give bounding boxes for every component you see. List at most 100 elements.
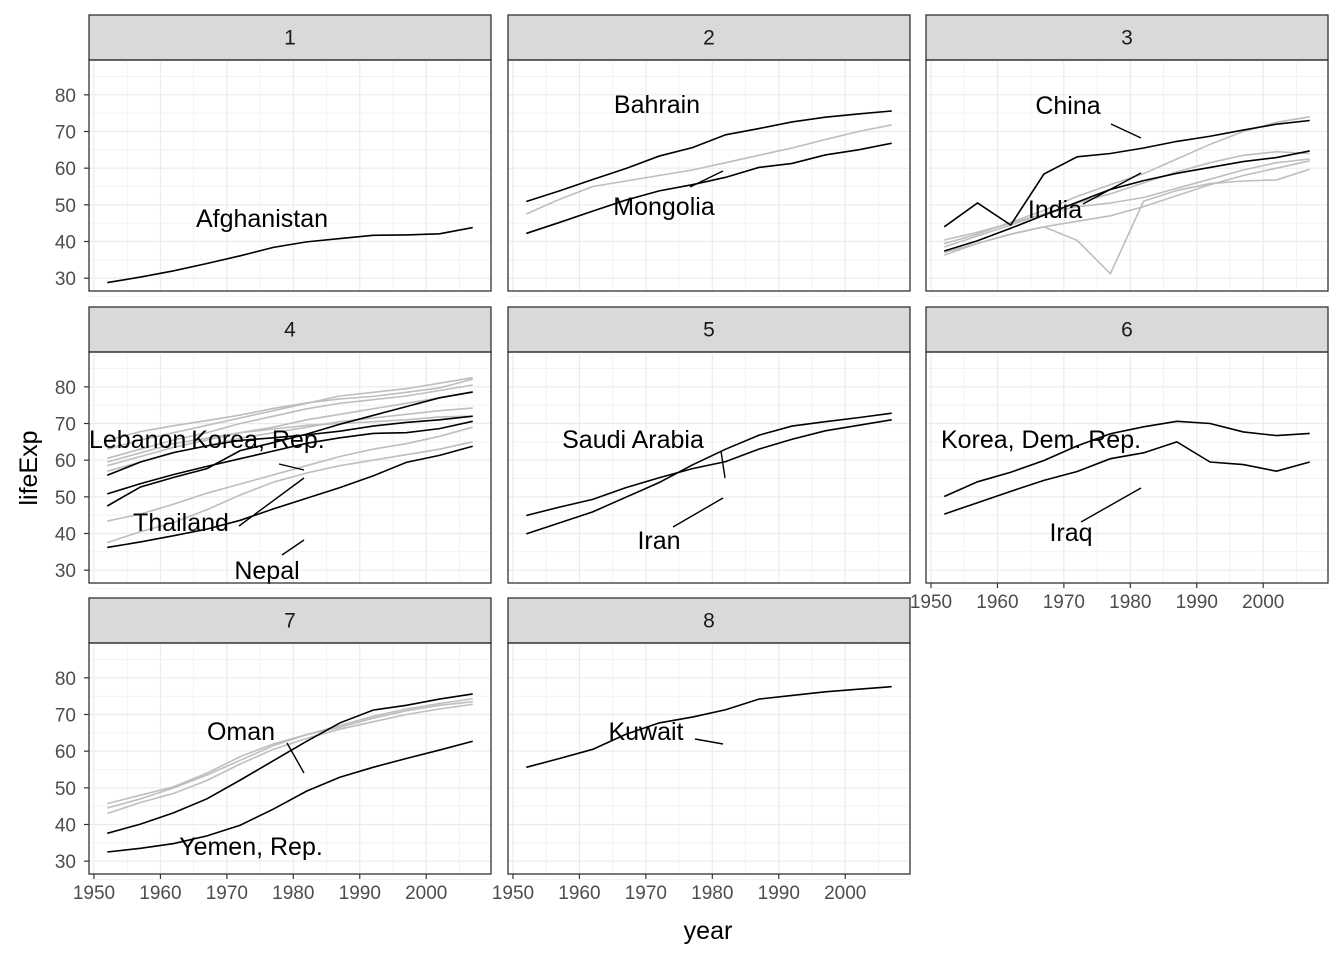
country-label: India [1028, 196, 1082, 224]
strip-background [925, 14, 1329, 61]
series-lines [525, 110, 892, 235]
facet-panel-7: 7 Oman Yemen, Rep. 30 40 50 60 70 80 1950 1960 1970… [55, 597, 492, 904]
facet-strip: 3 [925, 14, 1329, 61]
country-label: Korea, Dem. Rep. [941, 426, 1141, 454]
x-tick-label: 1970 [1043, 592, 1085, 613]
facet-strip: 2 [507, 14, 911, 61]
series-line-highlighted [943, 119, 1310, 228]
series-line-other [107, 441, 473, 544]
grid [926, 352, 1328, 589]
y-tick-label: 30 [55, 852, 76, 873]
country-label: Iran [637, 527, 680, 555]
strip-background [88, 14, 492, 61]
country-label: Iraq [1049, 519, 1092, 547]
x-tick-label: 1990 [758, 883, 800, 904]
country-label: Bahrain [614, 91, 700, 119]
x-tick-label: 1960 [139, 883, 181, 904]
series-line-other [944, 160, 1310, 254]
series-line-highlighted [107, 445, 473, 549]
panel-border [88, 59, 492, 292]
strip-label: 4 [284, 319, 296, 342]
grid [508, 60, 910, 297]
y-tick-label: 80 [55, 378, 76, 399]
facet-strip: 7 [88, 597, 492, 644]
series-line-highlighted [943, 420, 1310, 498]
y-tick-label: 40 [55, 816, 76, 837]
panel-border [925, 59, 1329, 292]
series-line-other [107, 376, 473, 450]
series-lines [107, 226, 473, 284]
y-tick-label: 50 [55, 488, 76, 509]
x-tick-label: 2000 [405, 883, 447, 904]
series-line-other [107, 700, 473, 805]
series-line-highlighted [526, 110, 892, 203]
strip-label: 3 [1121, 27, 1133, 50]
series-line-other [107, 391, 473, 467]
country-label: Kuwait [608, 718, 683, 746]
x-tick-label: 1970 [625, 883, 667, 904]
y-axis: 30 40 50 60 70 80 [55, 86, 89, 290]
y-tick-label: 60 [55, 159, 76, 180]
facet-strip: 6 [925, 306, 1329, 353]
label-leader-line [689, 170, 724, 188]
facet-strip: 5 [507, 306, 911, 353]
series-line-other [107, 703, 473, 815]
panel-border [507, 59, 911, 292]
x-tick-label: 1950 [492, 883, 534, 904]
y-axis: 30 40 50 60 70 80 [55, 669, 89, 873]
y-tick-label: 80 [55, 669, 76, 690]
x-tick-label: 1950 [73, 883, 115, 904]
y-tick-label: 60 [55, 742, 76, 763]
panel-border [88, 642, 492, 875]
y-tick-label: 60 [55, 451, 76, 472]
x-axis: 1950 1960 1970 1980 1990 2000 [910, 583, 1284, 613]
series-line-highlighted [107, 226, 473, 284]
facet-panel-5: 5 Saudi Arabia Iran [507, 306, 911, 589]
series-line-highlighted [107, 693, 473, 835]
facet-strip: 8 [507, 597, 911, 644]
panel-border [507, 642, 911, 875]
strip-label: 5 [703, 319, 715, 342]
label-leader-line [1110, 123, 1142, 139]
facet-panel-1: 1 Afghanistan 30 40 50 60 70 80 [55, 14, 492, 297]
y-tick-label: 30 [55, 269, 76, 290]
facet-strip: 1 [88, 14, 492, 61]
series-line-highlighted [107, 420, 473, 495]
series-line-other [525, 124, 892, 215]
y-tick-label: 70 [55, 706, 76, 727]
grid [926, 60, 1328, 297]
label-leader-line [1080, 487, 1142, 523]
series-line-highlighted [944, 150, 1310, 252]
label-leader-line [720, 450, 726, 479]
x-tick-label: 1990 [339, 883, 381, 904]
series-lines [526, 412, 892, 535]
x-tick-label: 1960 [976, 592, 1018, 613]
grid [89, 643, 491, 880]
series-line-highlighted [106, 415, 473, 476]
y-tick-label: 80 [55, 86, 76, 107]
strip-label: 8 [703, 610, 715, 633]
strip-label: 7 [284, 610, 296, 633]
x-tick-label: 1970 [206, 883, 248, 904]
series-line-highlighted [526, 685, 892, 769]
x-tick-label: 1950 [910, 592, 952, 613]
x-axis: 1950 1960 1970 1980 1990 2000 [492, 874, 866, 904]
x-tick-label: 1980 [272, 883, 314, 904]
x-tick-label: 2000 [1242, 592, 1284, 613]
country-label: Yemen, Rep. [179, 833, 323, 861]
series-line-highlighted [526, 142, 892, 235]
x-tick-label: 2000 [824, 883, 866, 904]
strip-background [88, 597, 492, 644]
country-label: Korea, Rep. [191, 426, 324, 454]
series-line-highlighted [106, 391, 473, 507]
series-line-other [107, 426, 473, 522]
strip-label: 6 [1121, 319, 1133, 342]
y-axis: 30 40 50 60 70 80 [55, 378, 89, 582]
label-leader-line [278, 463, 305, 471]
label-leader-line [672, 497, 724, 528]
series-line-other [107, 697, 473, 809]
panel-border [507, 351, 911, 584]
series-line-other [107, 384, 473, 460]
country-label: China [1035, 92, 1100, 120]
